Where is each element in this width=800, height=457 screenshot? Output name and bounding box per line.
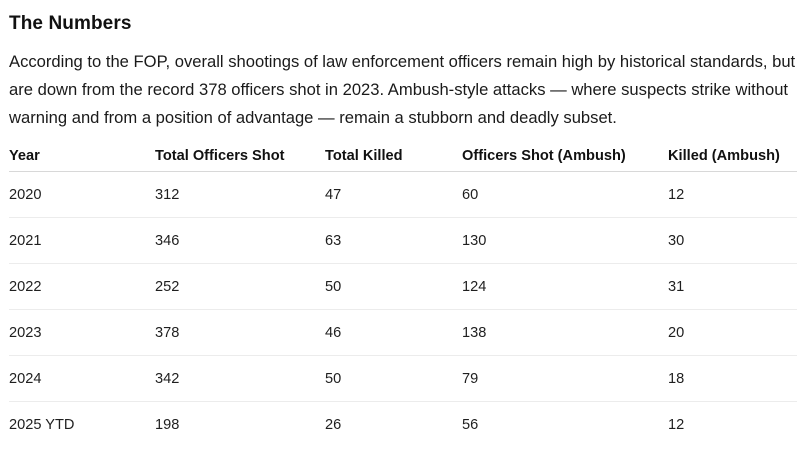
column-header-total-killed: Total Killed xyxy=(325,140,462,172)
cell-officers-shot-ambush: 130 xyxy=(462,217,668,264)
table-row: 2020 312 47 60 12 xyxy=(9,171,797,218)
column-header-total-officers-shot: Total Officers Shot xyxy=(155,140,325,172)
cell-killed-ambush: 12 xyxy=(668,171,797,218)
cell-year: 2020 xyxy=(9,171,155,218)
cell-officers-shot-ambush: 138 xyxy=(462,309,668,356)
table-row: 2025 YTD 198 26 56 12 xyxy=(9,402,797,448)
cell-total-officers-shot: 252 xyxy=(155,263,325,310)
cell-total-officers-shot: 198 xyxy=(155,416,180,433)
cell-year: 2022 xyxy=(9,263,155,310)
column-header-officers-shot-ambush: Officers Shot (Ambush) xyxy=(462,140,668,172)
header-row: Year Total Officers Shot Total Killed Of… xyxy=(9,140,797,172)
cell-total-killed: 46 xyxy=(325,309,462,356)
cell-total-killed: 50 xyxy=(325,263,462,310)
table-body: 2020 312 47 60 12 2021 346 63 130 30 202… xyxy=(9,171,797,448)
cell-killed-ambush: 31 xyxy=(668,263,797,310)
table-row: 2021 346 63 130 30 xyxy=(9,217,797,264)
cell-total-killed: 26 xyxy=(325,416,342,433)
table-header: Year Total Officers Shot Total Killed Of… xyxy=(9,140,797,172)
cell-killed-ambush: 18 xyxy=(668,355,797,402)
cell-total-officers-shot: 346 xyxy=(155,217,325,264)
cell-total-killed: 63 xyxy=(325,217,462,264)
cell-year: 2024 xyxy=(9,355,155,402)
column-header-killed-ambush: Killed (Ambush) xyxy=(668,140,797,172)
cell-total-officers-shot: 342 xyxy=(155,355,325,402)
numbers-table: Year Total Officers Shot Total Killed Of… xyxy=(9,140,797,447)
cell-total-killed: 47 xyxy=(325,171,462,218)
cell-total-officers-shot: 312 xyxy=(155,171,325,218)
cell-killed-ambush: 20 xyxy=(668,309,797,356)
section-heading: The Numbers xyxy=(9,13,132,34)
table-row: 2024 342 50 79 18 xyxy=(9,355,797,402)
cell-total-killed: 50 xyxy=(325,355,462,402)
table-row: 2022 252 50 124 31 xyxy=(9,263,797,310)
cell-killed-ambush: 12 xyxy=(668,416,685,433)
cell-officers-shot-ambush: 79 xyxy=(462,355,668,402)
cell-killed-ambush: 30 xyxy=(668,217,797,264)
cell-officers-shot-ambush: 124 xyxy=(462,263,668,310)
column-header-year: Year xyxy=(9,140,155,172)
cell-year: 2025 YTD xyxy=(9,416,75,433)
cell-officers-shot-ambush: 60 xyxy=(462,171,668,218)
cell-year: 2021 xyxy=(9,217,155,264)
table-row: 2023 378 46 138 20 xyxy=(9,309,797,356)
cell-year: 2023 xyxy=(9,309,155,356)
cell-total-officers-shot: 378 xyxy=(155,309,325,356)
intro-paragraph: According to the FOP, overall shootings … xyxy=(9,52,796,127)
cell-officers-shot-ambush: 56 xyxy=(462,416,479,433)
